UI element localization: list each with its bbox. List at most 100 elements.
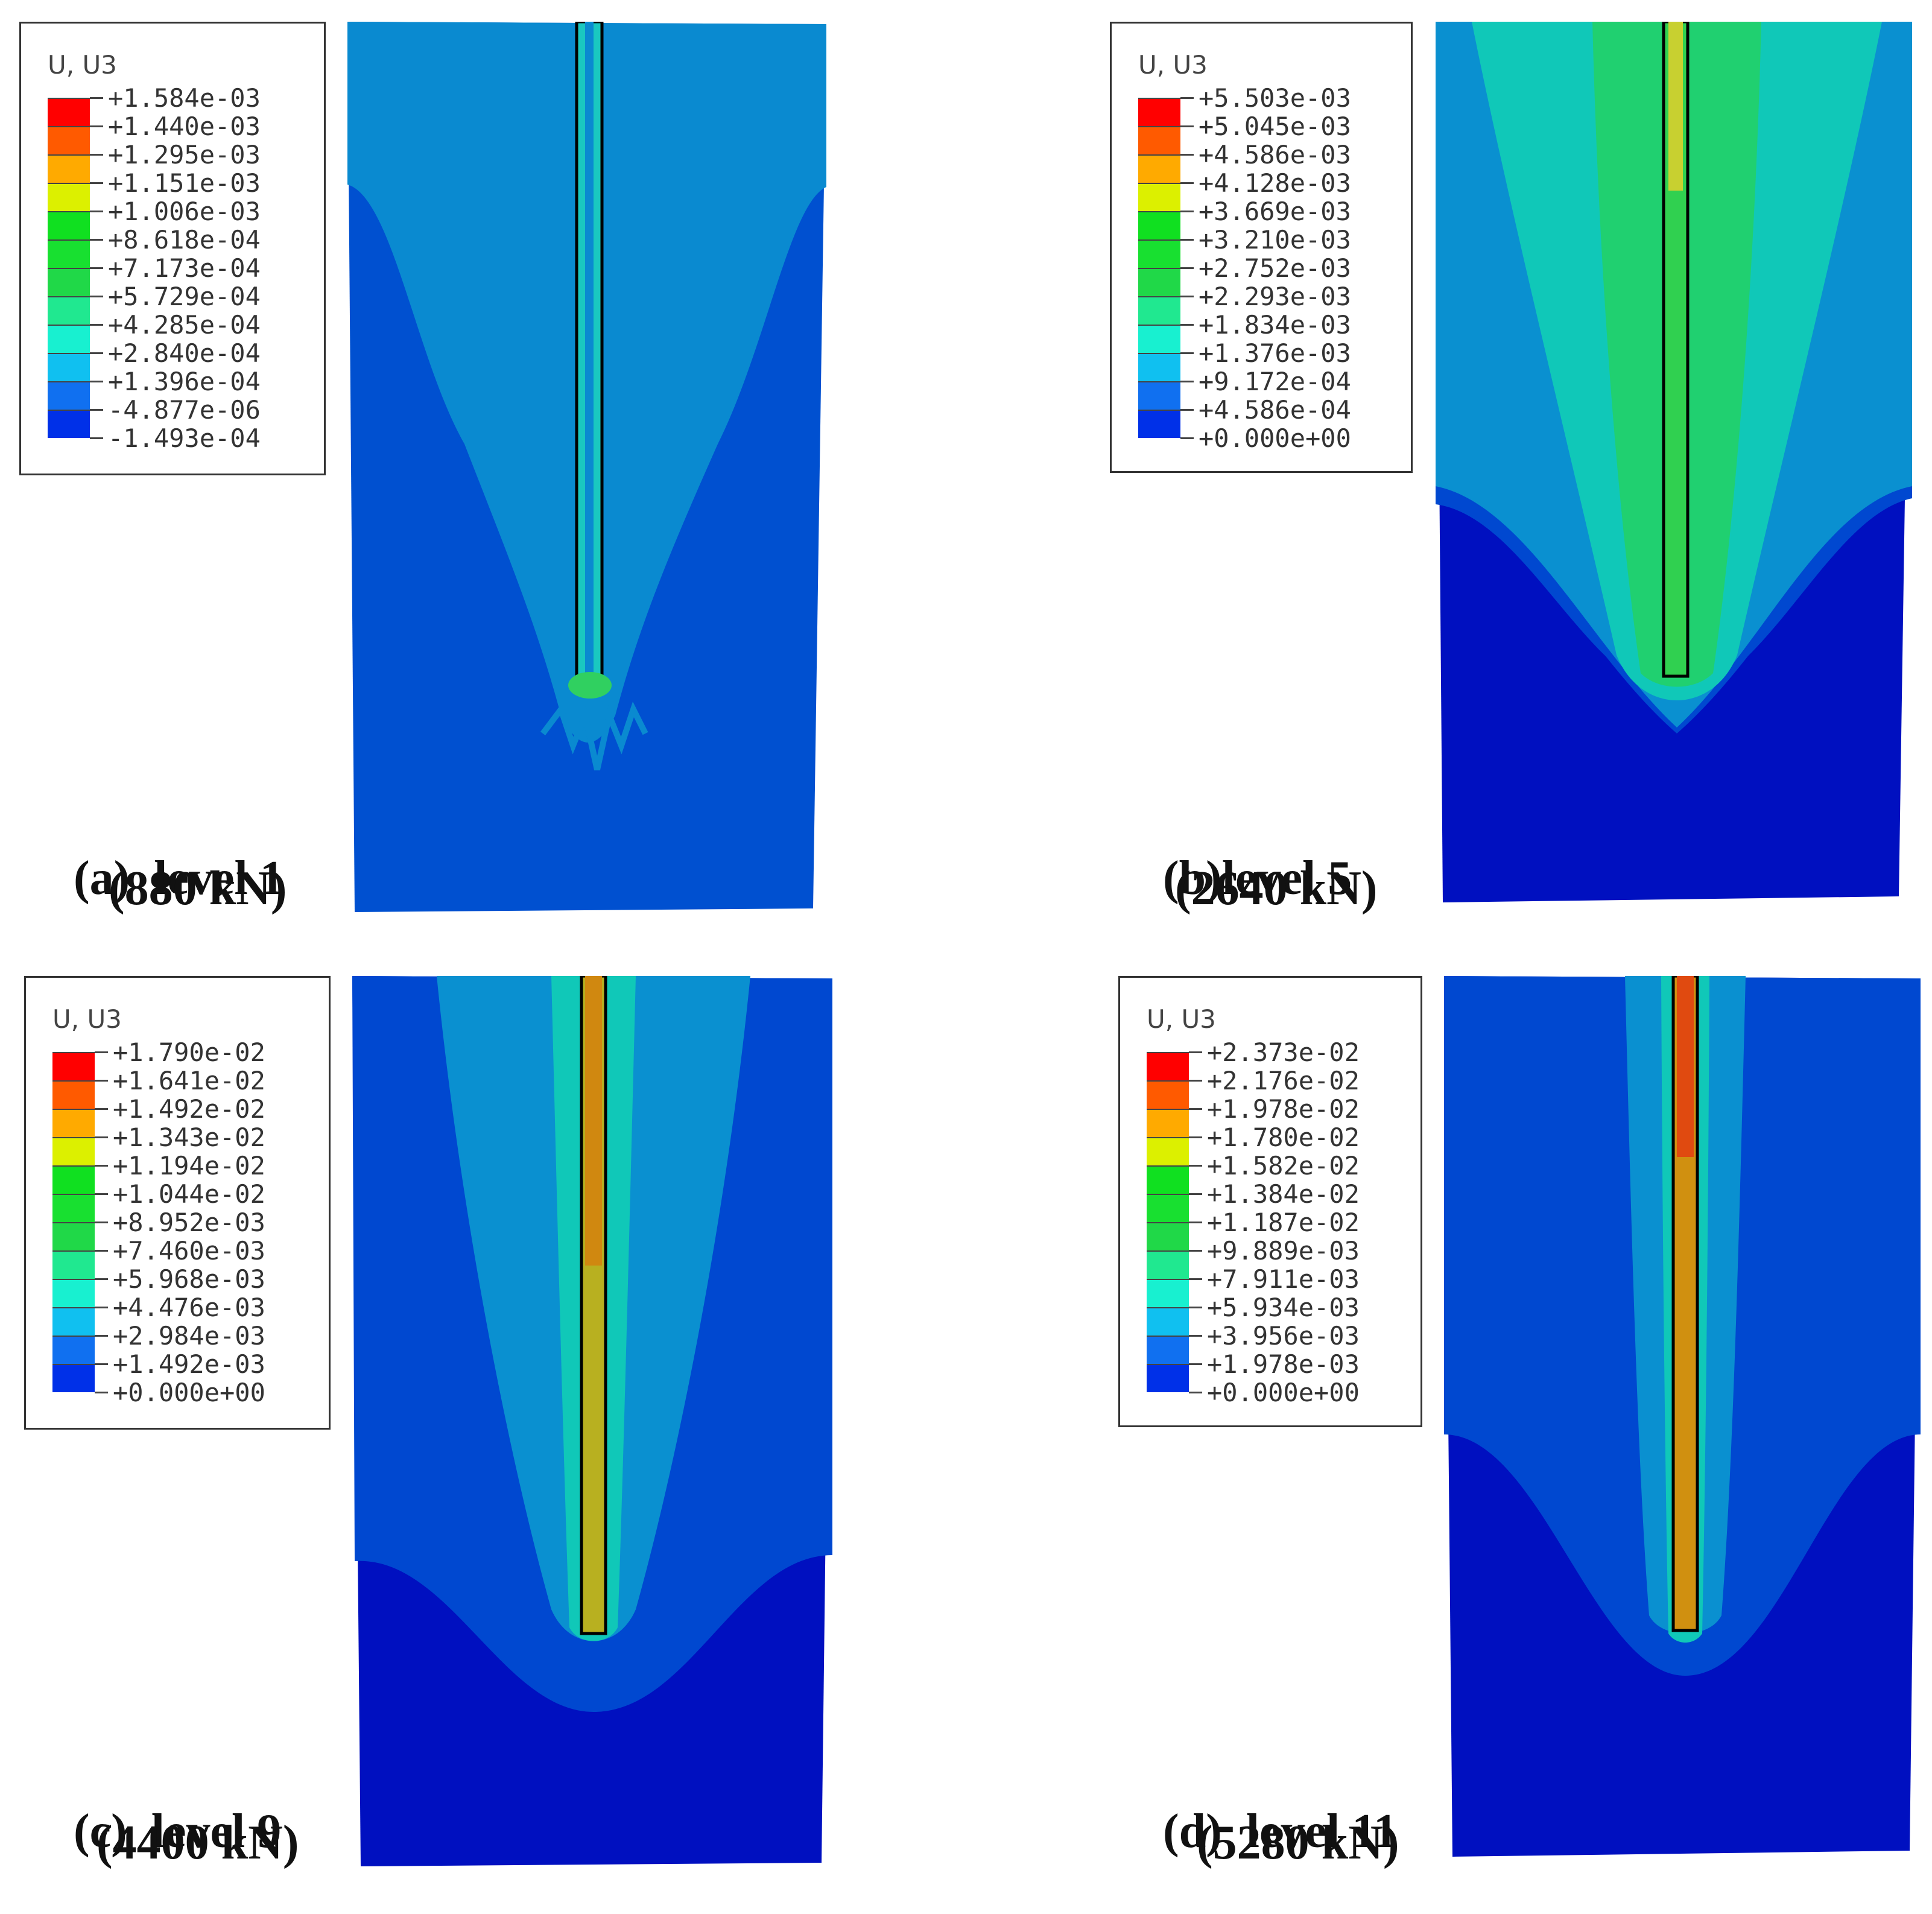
legend-swatch [48,98,90,126]
contour-plot-d [1444,976,1921,1857]
legend-swatch [1147,1250,1189,1279]
legend-tick [1189,1222,1202,1223]
legend-tick [1180,182,1194,184]
legend-entry: +1.295e-03 [48,140,331,183]
legend-value: +1.396e-04 [108,367,261,396]
legend-entry: +1.044e-02 [52,1180,336,1222]
legend-tick [1189,1165,1202,1167]
legend-entry: +2.752e-03 [1138,254,1422,296]
legend-entry: +1.582e-02 [1147,1151,1430,1194]
legend-value: +1.384e-02 [1207,1179,1360,1209]
legend-tick [90,409,103,411]
legend-value: +2.373e-02 [1207,1038,1360,1067]
legend-tick [95,1051,108,1053]
legend-value: +8.952e-03 [113,1208,265,1237]
legend-swatch [1147,1109,1189,1137]
caption-a: (a) level 1 [25,796,284,961]
pile-top [1668,22,1683,191]
legend-swatch [1138,211,1180,239]
legend-entry: +4.586e-03 [1138,140,1422,183]
legend-value: +1.584e-03 [108,83,261,113]
legend-tick [1180,211,1194,212]
legend-swatch [48,325,90,353]
legend-swatch [52,1222,95,1250]
legend-entry: +0.000e+00 [52,1378,336,1407]
pile-top [1677,976,1694,1157]
legend-swatch [52,1165,95,1194]
legend-value: +9.172e-04 [1199,367,1351,396]
legend-tick [1180,437,1194,439]
legend-value: +1.492e-03 [113,1349,265,1379]
legend-value: +2.176e-02 [1207,1066,1360,1095]
legend-entry: +8.952e-03 [52,1208,336,1250]
legend-value: +5.503e-03 [1199,83,1351,113]
legend-value: +5.045e-03 [1199,112,1351,141]
legend-swatch [52,1279,95,1307]
caption-load-a: (880 kN) [109,862,287,915]
legend-tick [90,296,103,297]
legend-value: +4.285e-04 [108,310,261,340]
legend-entry: +5.503e-03 [1138,83,1422,126]
caption-level: level 11 [1246,1805,1398,1858]
legend-swatch [48,126,90,154]
legend-tick [90,154,103,156]
legend-a: U, U3 +1.584e-03 +1.440e-03 +1.295e-03 +1.1… [19,22,326,475]
legend-title: U, U3 [1138,50,1208,80]
legend-swatch [1138,325,1180,353]
legend-value: +1.151e-03 [108,168,261,198]
legend-swatch [52,1052,95,1080]
legend-value: +1.582e-02 [1207,1151,1360,1180]
legend-swatch [52,1250,95,1279]
legend-tick [95,1108,108,1110]
legend-value: +4.128e-03 [1199,168,1351,198]
legend-swatch [1138,268,1180,296]
legend-value: +1.376e-03 [1199,338,1351,368]
legend-tick [90,239,103,241]
legend-swatch [1138,126,1180,154]
legend-tick [90,97,103,99]
legend-tick [90,437,103,439]
legend-tick [95,1363,108,1365]
legend-entry: +8.618e-04 [48,225,331,268]
legend-swatch [1147,1336,1189,1364]
legend-entry: +2.840e-04 [48,339,331,381]
legend-value: +1.295e-03 [108,140,261,170]
legend-tick [90,324,103,326]
legend-value: +3.956e-03 [1207,1321,1360,1351]
caption-label: (c) [74,1805,127,1858]
caption-load-d: (5280 kN) [1197,1816,1399,1869]
legend-value: +1.834e-03 [1199,310,1351,340]
legend-entry: +5.729e-04 [48,282,331,325]
legend-value: +1.194e-02 [113,1151,265,1180]
legend-tick [95,1080,108,1082]
legend-swatch [1147,1052,1189,1080]
contour-plot-c [352,976,832,1866]
legend-tick [1189,1193,1202,1195]
legend-entry: +3.669e-03 [1138,197,1422,239]
legend-swatch [1147,1307,1189,1336]
caption-b: (b)level 5 [1115,796,1352,961]
legend-tick [90,182,103,184]
legend-tick [95,1165,108,1167]
legend-swatch [52,1109,95,1137]
legend-swatch [48,268,90,296]
legend-entry: +4.586e-04 [1138,396,1422,438]
caption-load-b: (2640 kN) [1175,862,1378,915]
legend-value: +8.618e-04 [108,225,261,255]
legend-value: +1.978e-03 [1207,1349,1360,1379]
legend-swatch [48,183,90,211]
caption-c: (c) level 9 [25,1749,281,1914]
legend-tick [1180,154,1194,156]
legend-swatch [48,410,90,438]
legend-title: U, U3 [1147,1004,1216,1034]
legend-tick [1189,1080,1202,1082]
legend-entry: +2.373e-02 [1147,1038,1430,1080]
legend-entry: +7.460e-03 [52,1237,336,1279]
legend-tick [90,352,103,354]
legend-swatch [1147,1222,1189,1250]
legend-swatch [52,1137,95,1165]
pile-core [585,22,594,682]
legend-entry: +1.780e-02 [1147,1123,1430,1165]
legend-value: +4.586e-03 [1199,140,1351,170]
legend-tick [1189,1136,1202,1138]
